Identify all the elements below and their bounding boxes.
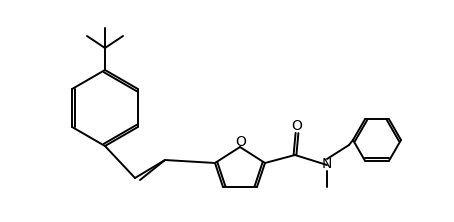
- Text: N: N: [322, 157, 332, 171]
- Text: O: O: [236, 135, 247, 149]
- Text: O: O: [291, 119, 302, 133]
